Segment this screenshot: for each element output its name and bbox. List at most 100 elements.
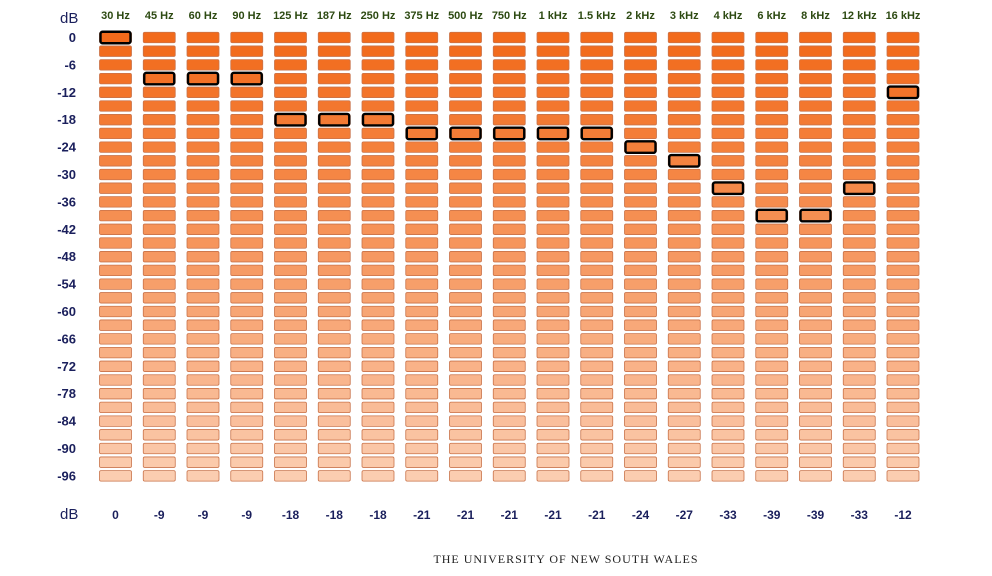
level-segment [886,429,920,441]
band-column[interactable] [274,31,307,482]
band-column[interactable] [711,31,745,482]
level-segment [230,470,264,482]
band-column[interactable] [492,31,526,482]
band-column[interactable] [405,31,439,482]
band-column[interactable] [667,31,701,482]
level-segment [667,264,701,277]
y-tick-label: -84 [57,414,77,429]
level-segment [624,374,657,386]
level-segment [536,100,570,112]
level-marker[interactable] [624,140,657,155]
band-column[interactable] [886,31,920,482]
level-segment [142,319,176,331]
level-marker[interactable] [755,208,788,223]
level-marker[interactable] [711,181,745,196]
level-segment [449,360,482,372]
level-segment [711,45,745,57]
band-column[interactable] [449,31,482,482]
level-segment [186,196,220,208]
level-segment [536,72,570,85]
level-segment [711,59,745,71]
level-segment [274,237,307,249]
level-segment [142,388,176,400]
level-marker[interactable] [886,85,920,100]
level-segment [449,155,482,167]
level-segment [317,223,351,235]
level-segment [274,127,307,140]
level-segment [492,237,526,249]
level-marker[interactable] [493,126,526,141]
level-segment [842,333,876,345]
level-segment [449,209,482,222]
level-segment [711,223,745,235]
level-segment [405,155,439,167]
level-segment [492,415,526,427]
level-segment [580,155,614,167]
level-segment [230,59,264,71]
level-segment [580,305,614,318]
level-marker[interactable] [843,181,876,196]
level-marker[interactable] [405,126,438,141]
band-column[interactable] [230,31,264,482]
level-segment [274,346,307,359]
band-column[interactable] [755,31,789,482]
level-segment [799,401,832,414]
level-segment [142,45,176,57]
band-column[interactable] [361,31,395,482]
level-segment [361,319,395,331]
level-segment [99,442,132,455]
level-segment [492,31,526,44]
band-column[interactable] [536,31,570,482]
level-segment [886,45,920,57]
level-segment [667,72,701,85]
level-segment [580,251,614,263]
level-segment [361,333,395,345]
level-segment [142,346,176,359]
band-column[interactable] [142,31,176,482]
level-segment [536,346,570,359]
band-column[interactable] [99,30,132,482]
level-segment [317,333,351,345]
level-segment [186,442,220,455]
band-column[interactable] [317,31,351,482]
level-segment [492,292,526,304]
level-marker[interactable] [99,30,132,45]
level-marker[interactable] [449,126,482,141]
level-segment [667,168,701,181]
level-marker[interactable] [274,112,307,127]
level-marker[interactable] [668,153,701,168]
level-segment [230,223,264,235]
frequency-labels: 30 Hz 45 Hz 60 Hz 90 Hz 125 Hz 187 Hz 250 Hz 37… [101,10,921,22]
level-segment [142,333,176,345]
level-segment [142,155,176,167]
level-marker[interactable] [318,112,351,127]
band-column[interactable] [842,31,876,482]
band-column[interactable] [186,31,220,482]
level-marker[interactable] [143,71,176,86]
level-segment [142,415,176,427]
level-segment [667,360,701,372]
level-segment [711,237,745,249]
level-segment [755,360,789,372]
level-segment [711,305,745,318]
level-marker[interactable] [799,208,832,223]
level-segment [230,360,264,372]
level-segment [536,456,570,468]
value-label: -39 [807,508,825,522]
level-segment [842,168,876,181]
level-marker[interactable] [186,71,220,86]
level-marker[interactable] [536,126,570,141]
level-segment [230,346,264,359]
band-column[interactable] [799,31,832,482]
level-segment [449,442,482,455]
band-column[interactable] [624,31,657,482]
level-marker[interactable] [580,126,613,141]
level-marker[interactable] [361,112,395,127]
level-segment [580,45,614,57]
level-segment [99,155,132,167]
level-marker[interactable] [230,71,263,86]
level-segment [755,31,789,44]
band-column[interactable] [580,31,614,482]
level-segment [186,114,220,126]
level-segment [536,114,570,126]
